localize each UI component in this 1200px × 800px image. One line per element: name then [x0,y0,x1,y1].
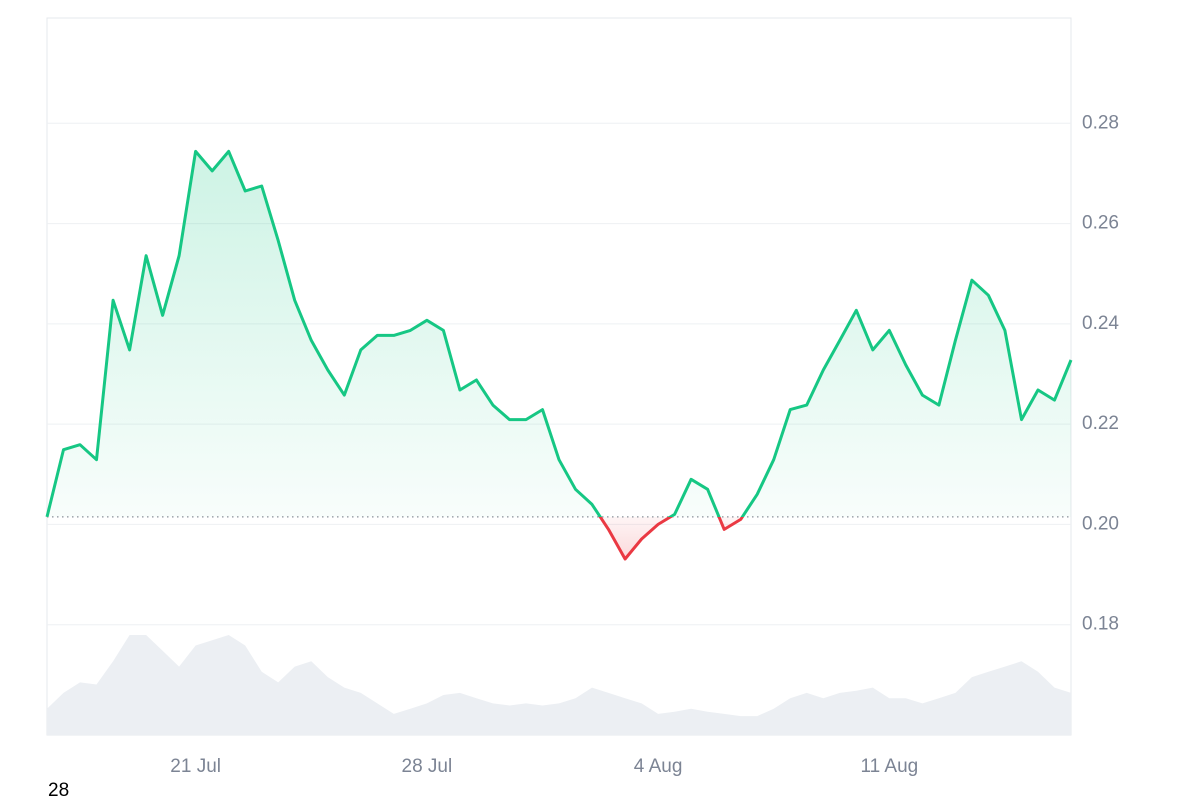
x-tick-label: 21 Jul [170,756,221,777]
price-line [45,149,1073,561]
y-tick-label: 0.24 [1082,313,1119,334]
volume-area [47,635,1071,735]
y-tick-label: 0.22 [1082,413,1119,434]
y-tick-label: 0.20 [1082,513,1119,534]
x-tick-label: 11 Aug [860,756,918,777]
footer-text: 28 [48,780,69,800]
y-tick-label: 0.28 [1082,112,1119,133]
y-tick-label: 0.26 [1082,213,1119,234]
y-tick-label: 0.18 [1082,614,1119,635]
price-area [47,151,1071,559]
x-tick-label: 4 Aug [634,756,683,777]
x-tick-label: 28 Jul [402,756,453,777]
